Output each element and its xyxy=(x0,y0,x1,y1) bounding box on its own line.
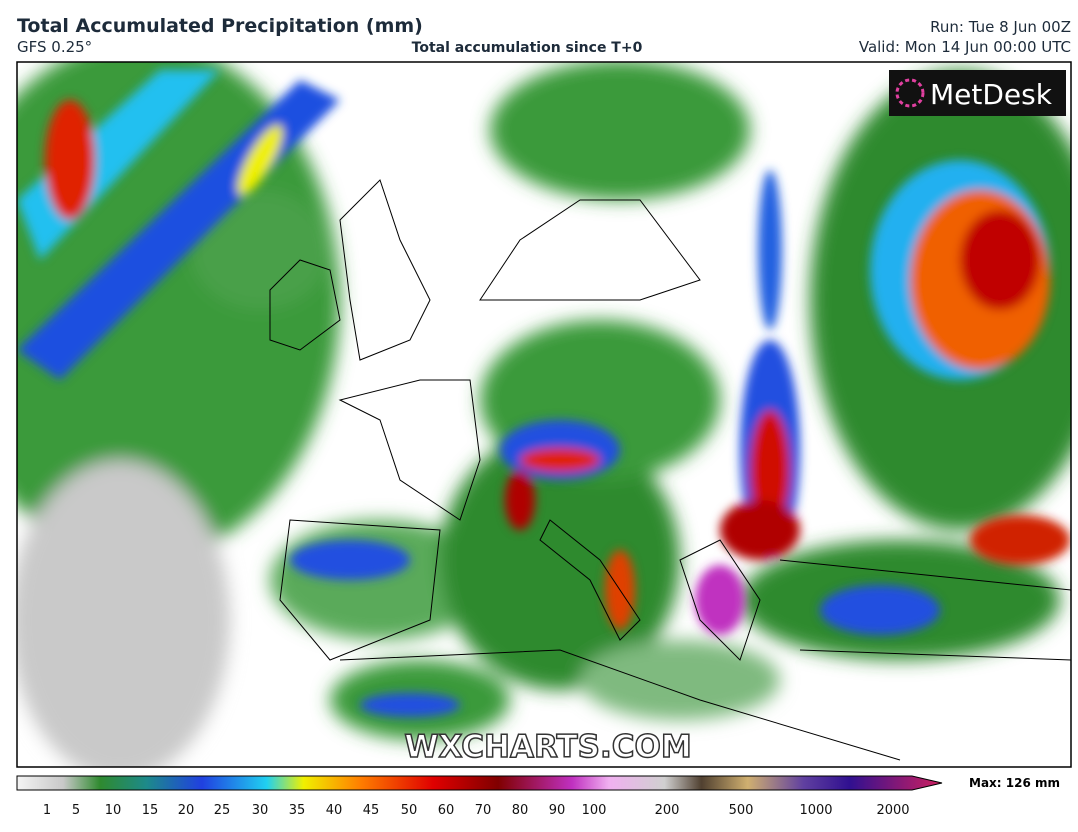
colorbar-tick-label: 1000 xyxy=(799,803,832,818)
colorbar-tick-label: 60 xyxy=(438,803,455,818)
colorbar: Max: 126 mm 1 5 10 15 20 25 30 35 40 45 50 60 70 80 90… xyxy=(16,775,1060,818)
colorbar-tick-label: 25 xyxy=(214,803,231,818)
colorbar-tick-label: 1 xyxy=(43,803,51,818)
colorbar-tick-label: 50 xyxy=(401,803,418,818)
colorbar-tick-label: 5 xyxy=(72,803,80,818)
colorbar-tick-label: 35 xyxy=(289,803,306,818)
map-frame xyxy=(16,61,1072,768)
watermark: WXCHARTS.COM xyxy=(404,729,691,765)
colorbar-tick-label: 200 xyxy=(655,803,680,818)
colorbar-tick-label: 70 xyxy=(475,803,492,818)
colorbar-tick-label: 10 xyxy=(105,803,122,818)
max-label: Max: 126 mm xyxy=(969,776,1060,790)
colorbar-tick-label: 40 xyxy=(326,803,343,818)
map: MetDesk WXCHARTS.COM xyxy=(17,62,1071,767)
colorbar-tick-label: 2000 xyxy=(876,803,909,818)
model: GFS 0.25° xyxy=(17,38,92,56)
logo: MetDesk xyxy=(930,78,1053,111)
valid-time: Valid: Mon 14 Jun 00:00 UTC xyxy=(859,38,1071,56)
colorbar-tick-label: 30 xyxy=(252,803,269,818)
title: Total Accumulated Precipitation (mm) xyxy=(17,15,423,37)
colorbar-tick-label: 15 xyxy=(142,803,159,818)
run-time: Run: Tue 8 Jun 00Z xyxy=(930,18,1071,36)
colorbar-tick-label: 100 xyxy=(582,803,607,818)
colorbar-tick-label: 90 xyxy=(549,803,566,818)
colorbar-tick-label: 500 xyxy=(729,803,754,818)
colorbar-tick-label: 80 xyxy=(512,803,529,818)
colorbar-tick-label: 20 xyxy=(178,803,195,818)
description: Total accumulation since T+0 xyxy=(412,40,643,56)
colorbar-tick-label: 45 xyxy=(363,803,380,818)
